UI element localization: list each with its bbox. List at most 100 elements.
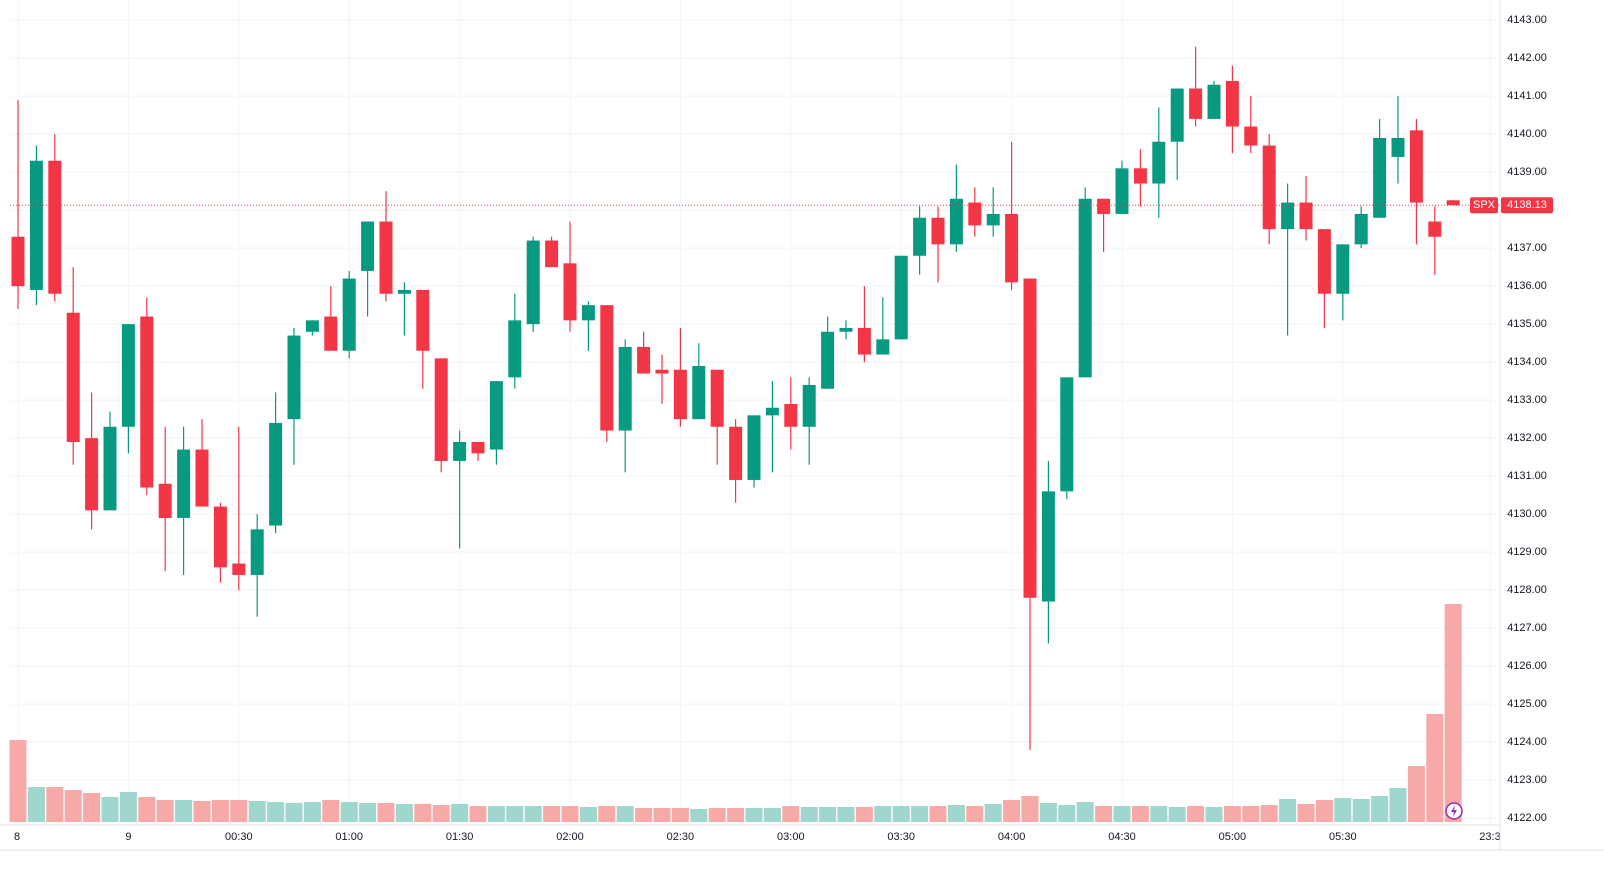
x-tick-label: 01:30 (446, 831, 474, 843)
volume-bar (966, 806, 984, 822)
candle-body (655, 369, 669, 374)
candle-body (1078, 198, 1092, 378)
volume-bar (708, 808, 726, 822)
candle-body (213, 506, 227, 568)
candle-body (618, 346, 632, 431)
volume-bar (947, 805, 965, 822)
candle-body (857, 327, 871, 355)
candle-body (471, 441, 485, 454)
candle-body (1354, 213, 1368, 245)
candle-body (1244, 126, 1258, 146)
volume-bar (819, 807, 837, 822)
volume-bar (414, 804, 432, 822)
volume-bar (911, 806, 929, 822)
y-tick-label: 4125.00 (1507, 698, 1547, 710)
x-tick-label: 9 (125, 831, 131, 843)
volume-bar (395, 804, 413, 822)
volume-bar (598, 806, 616, 822)
volume-bar (322, 800, 340, 822)
candle-body (710, 369, 724, 427)
candle-body (453, 441, 467, 461)
volume-bar (892, 806, 910, 822)
candle-body (747, 415, 761, 480)
volume-bar (1223, 806, 1241, 822)
volume-bar (1297, 804, 1315, 822)
volume-bar (1279, 799, 1297, 822)
y-tick-label: 4128.00 (1507, 584, 1547, 596)
volume-bar (193, 801, 211, 822)
y-tick-label: 4134.00 (1507, 356, 1547, 368)
price-tag (1501, 197, 1553, 214)
candle-body (673, 369, 687, 420)
volume-bar (1407, 766, 1425, 822)
x-tick-label: 04:30 (1108, 831, 1136, 843)
volume-bar (83, 793, 101, 822)
candle-body (821, 331, 835, 389)
volume-bar (874, 806, 892, 822)
candle-body (416, 289, 430, 351)
volume-bar (561, 806, 579, 822)
volume-bar (303, 802, 321, 822)
volume-bar (690, 809, 708, 822)
y-tick-label: 4136.00 (1507, 280, 1547, 292)
volume-bar (469, 806, 487, 822)
candle-body (379, 221, 393, 294)
x-tick-label: 00:30 (225, 831, 253, 843)
symbol-tag (1470, 197, 1498, 214)
volume-bar (837, 807, 855, 822)
volume-bar (1095, 806, 1113, 822)
volume-bar (138, 797, 156, 822)
x-tick-label: 05:30 (1329, 831, 1357, 843)
candle-body (29, 160, 43, 290)
candle-body (121, 324, 135, 427)
volume-bar (579, 807, 597, 822)
volume-bar (671, 808, 689, 822)
candle-body (397, 289, 411, 294)
y-tick-label: 4133.00 (1507, 394, 1547, 406)
candle-body (1391, 137, 1405, 157)
candle-body (177, 449, 191, 518)
volume-bar (635, 808, 653, 822)
volume-bar (285, 803, 303, 822)
candle-body (1262, 145, 1276, 230)
candle-body (324, 316, 338, 351)
candle-body (1428, 221, 1442, 237)
candle-body (1207, 84, 1221, 119)
candle-body (949, 198, 963, 245)
candle-body (1409, 130, 1423, 203)
candle-body (1336, 244, 1350, 294)
volume-bar (377, 803, 395, 822)
volume-bar (156, 800, 174, 822)
volume-bar (929, 806, 947, 822)
volume-bar (27, 787, 45, 822)
candle-body (1446, 200, 1460, 206)
y-tick-label: 4143.00 (1507, 14, 1547, 26)
x-tick-label: 01:00 (335, 831, 363, 843)
volume-bar (782, 806, 800, 822)
volume-bar (1315, 800, 1333, 822)
candle-body (1060, 377, 1074, 492)
y-tick-label: 4140.00 (1507, 128, 1547, 140)
candle-body (1115, 168, 1129, 214)
volume-bar (1334, 798, 1352, 822)
candle-body (11, 236, 25, 287)
candle-body (85, 438, 99, 511)
y-tick-label: 4122.00 (1507, 812, 1547, 824)
candle-body (1225, 80, 1239, 127)
icon (1451, 805, 1457, 817)
volume-bar (211, 800, 229, 822)
candle-body (1005, 213, 1019, 283)
y-tick-label: 4124.00 (1507, 736, 1547, 748)
candle-body (305, 320, 319, 332)
candle-body (287, 335, 301, 420)
y-tick-label: 4141.00 (1507, 90, 1547, 102)
volume-bar (800, 807, 818, 822)
x-tick-label: 02:00 (556, 831, 584, 843)
candle-body (140, 316, 154, 488)
volume-bar (1371, 796, 1389, 822)
candle-body (434, 358, 448, 461)
candle-body (637, 346, 651, 374)
candle-body (526, 240, 540, 325)
candle-body (600, 305, 614, 431)
